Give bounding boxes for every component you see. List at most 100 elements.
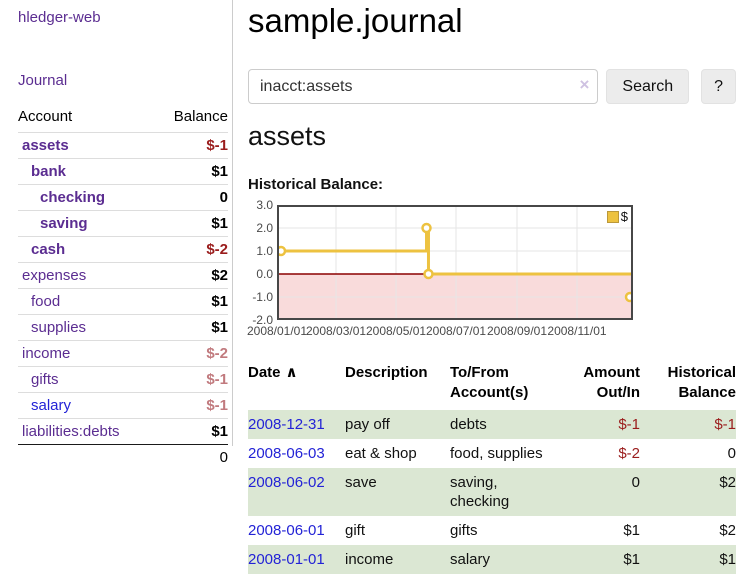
account-row: saving $1	[18, 210, 228, 237]
accounts-header-account: Account	[18, 108, 73, 125]
accounts-header-balance: Balance	[173, 108, 228, 125]
transaction-accounts: saving, checking	[450, 468, 560, 516]
transaction-description: gift	[345, 522, 366, 539]
register-col-header: Description	[345, 364, 428, 381]
transaction-accounts: salary	[450, 545, 560, 574]
account-balance: $1	[154, 288, 228, 315]
sidebar-account-link[interactable]: income	[22, 345, 71, 362]
x-axis-tick-label: 2008/11/01	[547, 324, 607, 338]
account-row: income $-2	[18, 340, 228, 367]
accounts-table: Account Balance assets $-1 bank $1 checking 0…	[18, 105, 228, 470]
account-balance: $1	[154, 158, 228, 185]
sidebar-account-link[interactable]: cash	[31, 241, 66, 258]
account-balance: $-2	[154, 236, 228, 263]
register-header-date[interactable]: Date ∧	[248, 361, 345, 410]
register-header-tofrom: To/From Account(s)	[450, 361, 560, 410]
sidebar-account-link[interactable]: bank	[31, 163, 67, 180]
historical-balance-chart: $ 3.0 2.0 1.0 0.0 -1.0 -2.0 2008/01/01 2008/03/…	[246, 198, 736, 342]
register-col-header: Amount Out/In	[583, 364, 640, 401]
sort-ascending-icon[interactable]: ∧	[285, 364, 298, 381]
account-balance: 0	[154, 184, 228, 211]
transaction-date-link[interactable]: 2008-06-03	[248, 445, 325, 462]
register-header-description: Description	[345, 361, 450, 410]
sidebar-item-journal[interactable]: Journal	[18, 72, 68, 89]
account-balance: $-1	[154, 392, 228, 419]
transaction-balance: 0	[727, 445, 736, 462]
transaction-description: eat & shop	[345, 445, 417, 462]
account-row: gifts $-1	[18, 366, 228, 393]
sidebar-account-link[interactable]: food	[31, 293, 61, 310]
data-point-marker	[277, 245, 287, 257]
transaction-row: 2008-06-03 eat & shop food, supplies $-2 0	[248, 439, 736, 468]
main-content: sample.journal × Search ? assets Histori…	[246, 0, 736, 574]
search-form: × Search ?	[248, 69, 736, 104]
chart-canvas	[277, 205, 633, 320]
transaction-amount: $1	[560, 545, 640, 574]
register-header-amount: Amount Out/In	[560, 361, 640, 410]
sidebar-account-link[interactable]: checking	[40, 189, 106, 206]
x-axis-tick-label: 2008/03/01	[305, 324, 367, 338]
legend-swatch-icon	[606, 210, 619, 223]
sidebar-account-link[interactable]: salary	[31, 397, 72, 414]
x-axis-tick-label: 2008/01/01	[246, 324, 308, 338]
sidebar-account-link[interactable]: gifts	[31, 371, 59, 388]
account-balance: $-2	[154, 340, 228, 367]
chart-legend: $	[604, 208, 630, 225]
transaction-balance: $-1	[640, 410, 736, 439]
transaction-amount: 0	[560, 468, 640, 516]
account-balance: $-1	[154, 132, 228, 159]
help-button[interactable]: ?	[701, 69, 736, 104]
y-axis-tick-label: 1.0	[256, 244, 273, 258]
account-row: salary $-1	[18, 392, 228, 419]
register-table: Date ∧ Description To/From Account(s) Amount…	[248, 361, 736, 574]
sidebar-account-link[interactable]: expenses	[22, 267, 87, 284]
account-balance: $2	[154, 262, 228, 289]
account-balance: $1	[154, 314, 228, 341]
search-input-wrap: ×	[248, 69, 599, 104]
account-row: liabilities:debts $1	[18, 418, 228, 445]
transaction-accounts: food, supplies	[450, 445, 543, 462]
transaction-description: income	[345, 545, 450, 574]
y-axis-tick-label: 2.0	[256, 221, 273, 235]
page-title: sample.journal	[248, 2, 463, 39]
account-row: bank $1	[18, 158, 228, 185]
clear-search-icon[interactable]: ×	[579, 75, 590, 94]
account-row: cash $-2	[18, 236, 228, 263]
account-heading: assets	[248, 121, 327, 151]
register-header-historical: Historical Balance	[640, 361, 736, 410]
sidebar-account-link[interactable]: saving	[40, 215, 88, 232]
transaction-row: 2008-12-31 pay off debts $-1 $-1	[248, 410, 736, 439]
register-col-header: Historical Balance	[667, 364, 736, 401]
sidebar-account-link[interactable]: liabilities:debts	[22, 423, 120, 440]
transaction-amount: $-2	[618, 445, 640, 462]
data-point-marker	[423, 268, 434, 280]
x-axis-tick-label: 2008/05/01	[365, 324, 427, 338]
transaction-date-link[interactable]: 2008-01-01	[248, 551, 325, 568]
sidebar-account-link[interactable]: supplies	[31, 319, 87, 336]
account-row: supplies $1	[18, 314, 228, 341]
account-row: food $1	[18, 288, 228, 315]
transaction-row: 2008-01-01 income salary $1 $1	[248, 545, 736, 574]
app-title-link[interactable]: hledger-web	[18, 9, 101, 26]
register-col-header: To/From Account(s)	[450, 364, 529, 401]
y-axis-tick-label: -2.0	[252, 313, 273, 327]
transaction-balance: $1	[640, 545, 736, 574]
search-button[interactable]: Search	[606, 69, 690, 104]
chart-section-label: Historical Balance:	[248, 176, 384, 193]
transaction-row: 2008-06-02 save saving, checking 0 $2	[248, 468, 736, 516]
transaction-row: 2008-06-01 gift gifts $1 $2	[248, 516, 736, 545]
chart-plot-area: $	[277, 205, 633, 320]
transaction-description: save	[345, 468, 450, 516]
transaction-date-link[interactable]: 2008-12-31	[248, 416, 325, 433]
accounts-total-row: 0	[18, 444, 228, 470]
search-input[interactable]	[248, 69, 599, 104]
transaction-description: pay off	[345, 410, 450, 439]
y-axis-tick-label: 0.0	[256, 267, 273, 281]
transaction-date-link[interactable]: 2008-06-01	[248, 522, 325, 539]
register-col-header: Date	[248, 364, 281, 381]
transaction-balance: $2	[719, 522, 736, 539]
sidebar-account-link[interactable]: assets	[22, 137, 69, 154]
data-point-marker	[421, 222, 432, 234]
transaction-accounts: debts	[450, 410, 560, 439]
transaction-date-link[interactable]: 2008-06-02	[248, 474, 325, 491]
